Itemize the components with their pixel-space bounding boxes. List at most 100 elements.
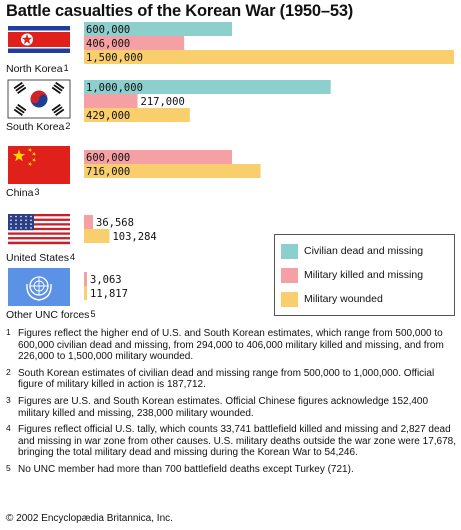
legend-item-military-killed: Military killed and missing bbox=[281, 267, 423, 283]
bar-united-states-1 bbox=[84, 215, 94, 229]
bar-united-states-2 bbox=[84, 229, 110, 243]
star-icon bbox=[30, 215, 32, 218]
trigram-icon bbox=[51, 81, 65, 94]
bar-value-label: 1,000,000 bbox=[86, 82, 143, 94]
country-label-north-korea: North Korea bbox=[6, 63, 63, 75]
star-icon bbox=[15, 227, 17, 229]
legend-item-civilian: Civilian dead and missing bbox=[281, 243, 423, 259]
bar-china-2 bbox=[84, 164, 261, 178]
footnote-number: 2 bbox=[6, 366, 11, 377]
flag-stripe bbox=[8, 239, 70, 242]
star-icon bbox=[15, 223, 17, 225]
bar-value-label: 11,817 bbox=[90, 288, 128, 300]
bar-north-korea-1 bbox=[84, 36, 185, 50]
flag-stripe bbox=[8, 241, 70, 245]
flag-stripe bbox=[8, 218, 70, 222]
bar-north-korea-2 bbox=[84, 50, 454, 64]
legend-label-military-wounded: Military wounded bbox=[304, 293, 383, 305]
star-icon bbox=[20, 227, 22, 229]
bar-value-label: 1,500,000 bbox=[86, 52, 143, 64]
bar-value-label: 429,000 bbox=[86, 110, 130, 122]
star-icon bbox=[10, 227, 12, 229]
star-icon bbox=[12, 149, 26, 162]
flag-stripe bbox=[8, 227, 70, 231]
star-icon bbox=[10, 215, 12, 218]
star-icon bbox=[25, 215, 27, 218]
bar-value-label: 36,568 bbox=[96, 217, 134, 229]
footnote-marker: 5 bbox=[90, 309, 95, 319]
flag-canton bbox=[8, 214, 34, 231]
country-label-south-korea: South Korea bbox=[6, 121, 65, 133]
star-icon bbox=[30, 227, 32, 229]
bar-value-label: 217,000 bbox=[141, 96, 185, 108]
footnote-2: 2 South Korean estimates of civilian dea… bbox=[6, 366, 458, 391]
bar-value-label: 716,000 bbox=[86, 166, 130, 178]
footnote-1: 1 Figures reflect the higher end of U.S.… bbox=[6, 327, 458, 363]
footnote-3: 3 Figures are U.S. and South Korean esti… bbox=[6, 394, 458, 419]
footnote-text: Figures reflect the higher end of U.S. a… bbox=[18, 328, 444, 363]
flag-stripe bbox=[8, 234, 70, 238]
footnote-5: 5 No UNC member had more than 700 battle… bbox=[6, 462, 458, 476]
star-icon bbox=[32, 151, 37, 157]
star-icon bbox=[20, 219, 22, 222]
footnote-marker: 2 bbox=[65, 121, 70, 131]
copyright-notice: © 2002 Encyclopædia Britannica, Inc. bbox=[6, 513, 173, 524]
bar-chart: North Korea 1 600,000 406,000 1,500,000 South… bbox=[6, 22, 454, 321]
bar-value-label: 103,284 bbox=[112, 231, 156, 243]
flag-field bbox=[8, 146, 70, 184]
taegeuk-swirl bbox=[30, 94, 39, 104]
flag-field bbox=[8, 32, 70, 47]
flag-stripe bbox=[8, 220, 70, 224]
legend-swatch-military-wounded bbox=[281, 291, 298, 307]
flag-stripe bbox=[8, 230, 70, 233]
legend-swatch-military-killed bbox=[281, 267, 298, 283]
footnote-text: No UNC member had more than 700 battlefi… bbox=[18, 463, 354, 475]
legend: Civilian dead and missing Military kille… bbox=[274, 234, 455, 316]
footnote-number: 4 bbox=[6, 423, 11, 434]
star-icon bbox=[21, 34, 33, 44]
flag-stripe bbox=[8, 223, 70, 226]
star-icon bbox=[30, 223, 32, 225]
bar-other-unc-1 bbox=[84, 272, 87, 286]
bar-value-label: 3,063 bbox=[90, 274, 122, 286]
trigram-icon bbox=[13, 81, 27, 94]
footnote-4: 4 Figures reflect official U.S. tally, w… bbox=[6, 423, 458, 459]
footnotes: 1 Figures reflect the higher end of U.S.… bbox=[6, 327, 458, 481]
trigram-icon bbox=[51, 103, 65, 116]
footnote-number: 1 bbox=[6, 327, 11, 337]
flag-stripe bbox=[8, 214, 70, 217]
bar-north-korea-0 bbox=[84, 22, 232, 36]
star-icon bbox=[28, 161, 33, 167]
footnote-text: Figures reflect official U.S. tally, whi… bbox=[18, 424, 456, 459]
star-icon bbox=[32, 157, 37, 163]
trigram-icon bbox=[13, 103, 27, 116]
star-icon bbox=[20, 215, 22, 218]
legend-label-civilian: Civilian dead and missing bbox=[304, 245, 424, 257]
star-icon bbox=[15, 219, 17, 222]
footnote-marker: 4 bbox=[70, 252, 75, 262]
country-label-united-states: United States bbox=[6, 252, 69, 264]
legend-item-military-wounded: Military wounded bbox=[281, 291, 383, 307]
star-icon bbox=[30, 219, 32, 222]
chart-title: Battle casualties of the Korean War (195… bbox=[6, 2, 354, 20]
footnote-number: 3 bbox=[6, 394, 11, 405]
flag-stripe bbox=[8, 216, 70, 219]
bar-value-label: 406,000 bbox=[86, 38, 130, 50]
star-icon bbox=[25, 227, 27, 229]
star-icon bbox=[25, 223, 27, 225]
footnote-number: 5 bbox=[6, 462, 11, 473]
bar-other-unc-2 bbox=[84, 286, 87, 300]
footnote-marker: 3 bbox=[34, 187, 39, 197]
bar-value-label: 600,000 bbox=[86, 152, 130, 164]
star-icon bbox=[20, 223, 22, 225]
bar-south-korea-0 bbox=[84, 80, 331, 94]
legend-swatch-civilian bbox=[281, 243, 298, 259]
legend-label-military-killed: Military killed and missing bbox=[304, 269, 424, 281]
laurel-icon bbox=[26, 283, 52, 301]
footnote-marker: 1 bbox=[64, 63, 69, 73]
star-icon bbox=[25, 219, 27, 222]
flag-stripe bbox=[8, 225, 70, 229]
star-icon bbox=[10, 223, 12, 225]
flag-stripe bbox=[8, 232, 70, 235]
country-label-china: China bbox=[6, 187, 34, 199]
